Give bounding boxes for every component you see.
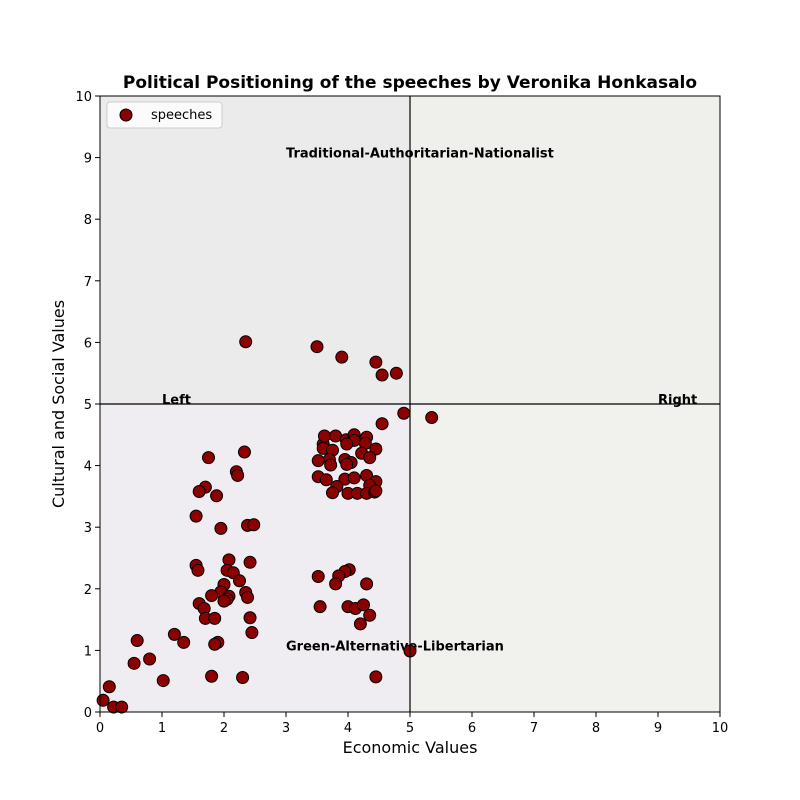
scatter-point	[192, 484, 206, 498]
scatter-point	[167, 627, 181, 641]
x-tick-label: 1	[158, 721, 166, 736]
scatter-point	[210, 489, 224, 503]
x-tick-label: 7	[530, 721, 538, 736]
scatter-point	[311, 569, 325, 583]
scatter-point	[347, 471, 361, 485]
scatter-point	[205, 669, 219, 683]
scatter-point	[96, 693, 110, 707]
scatter-point	[233, 574, 246, 588]
scatter-point	[324, 458, 338, 472]
scatter-point	[236, 671, 250, 685]
scatter-point	[222, 553, 236, 567]
scatter-point	[237, 445, 251, 459]
scatter-point	[335, 350, 349, 364]
x-tick-label: 9	[654, 721, 662, 736]
scatter-point	[329, 577, 343, 591]
y-tick-label: 6	[84, 336, 92, 351]
scatter-point	[130, 634, 144, 648]
scatter-point	[102, 680, 116, 694]
data-points	[96, 335, 439, 714]
scatter-point	[214, 521, 228, 535]
y-tick-label: 8	[84, 213, 92, 228]
legend-box	[106, 101, 223, 129]
scatter-point	[375, 417, 389, 431]
quadrant-top-right	[410, 96, 720, 404]
y-tick-label: 7	[84, 275, 92, 290]
x-tick-label: 5	[406, 721, 414, 736]
scatter-point	[375, 368, 389, 382]
y-tick-label: 0	[84, 706, 92, 721]
scatter-point	[127, 656, 141, 670]
quadrant-annotation: Traditional-Authoritarian-Nationalist	[286, 147, 554, 162]
y-tick-label: 9	[84, 152, 92, 167]
scatter-point	[208, 611, 222, 625]
quadrant-annotation: Right	[658, 393, 697, 408]
x-tick-label: 8	[592, 721, 600, 736]
x-tick-label: 0	[96, 721, 104, 736]
y-tick-label: 5	[84, 398, 92, 413]
scatter-point	[369, 670, 383, 684]
scatter-point	[357, 598, 370, 612]
scatter-point	[353, 617, 367, 631]
scatter-point	[202, 451, 215, 465]
axis-ticks: 0 1 2 3 4 5 6 7 8 9 10 0 1 2 3 4 5 6 7 8 9 10	[75, 90, 728, 736]
x-tick-label: 3	[282, 721, 290, 736]
scatter-point	[189, 509, 203, 523]
scatter-point	[156, 674, 170, 688]
quadrant-backgrounds	[100, 96, 720, 712]
scatter-point	[389, 366, 403, 380]
scatter-point	[191, 563, 205, 577]
quadrant-annotation: Green-Alternative-Libertarian	[286, 639, 504, 654]
scatter-point	[363, 608, 377, 622]
x-tick-label: 4	[344, 721, 352, 736]
x-tick-label: 6	[468, 721, 476, 736]
plot-frame	[99, 95, 721, 713]
scatter-point	[360, 577, 374, 591]
scatter-point	[217, 594, 231, 608]
legend: speeches	[106, 101, 223, 129]
scatter-point	[340, 437, 354, 451]
scatter-point	[243, 555, 257, 569]
scatter-point	[243, 611, 257, 625]
scatter-point	[239, 335, 253, 349]
scatter-point	[231, 468, 245, 482]
quadrant-top-left	[100, 96, 410, 404]
y-tick-label: 10	[75, 90, 92, 105]
x-axis-label: Economic Values	[343, 738, 478, 757]
quadrant-annotation: Left	[162, 393, 191, 408]
scatter-point	[326, 486, 339, 500]
scatter-point	[143, 652, 157, 666]
x-tick-label: 10	[712, 721, 729, 736]
scatter-point	[313, 600, 327, 614]
scatter-point	[247, 518, 261, 532]
scatter-point	[177, 635, 191, 649]
scatter-point	[397, 406, 411, 420]
chart-title: Political Positioning of the speeches by…	[123, 73, 697, 93]
x-tick-label: 2	[220, 721, 228, 736]
scatter-point	[369, 484, 383, 498]
scatter-point	[363, 451, 377, 465]
scatter-point	[369, 355, 383, 369]
legend-marker	[119, 108, 133, 122]
scatter-point	[245, 626, 259, 640]
scatter-point	[208, 637, 222, 651]
scatter-point	[311, 454, 325, 468]
quadrant-bottom-right	[410, 404, 720, 712]
scatter-point	[205, 589, 219, 603]
scatter-point	[340, 457, 354, 471]
scatter-point	[241, 590, 255, 604]
scatter-point	[317, 429, 331, 443]
legend-label: speeches	[151, 108, 212, 123]
scatter-point	[310, 340, 324, 354]
scatter-point	[115, 700, 129, 714]
y-tick-label: 3	[84, 521, 92, 536]
plot-border	[99, 95, 721, 713]
y-axis-label: Cultural and Social Values	[49, 300, 68, 508]
y-tick-label: 1	[84, 644, 92, 659]
scatter-point	[425, 411, 439, 425]
scatter-point	[319, 473, 333, 487]
y-tick-label: 4	[84, 460, 92, 475]
y-tick-label: 2	[84, 583, 92, 598]
